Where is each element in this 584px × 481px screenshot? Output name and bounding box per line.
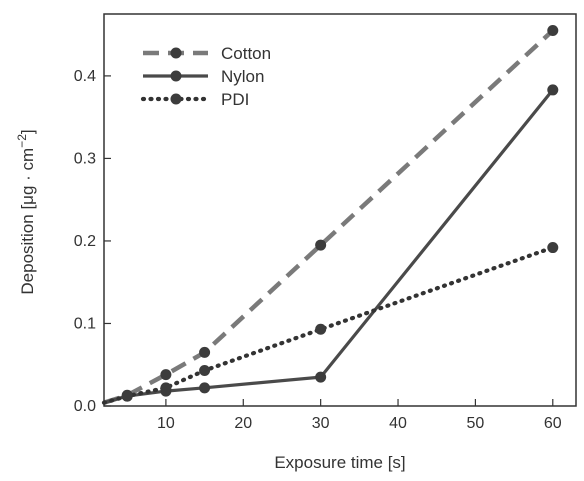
data-point-cotton — [547, 25, 559, 37]
y-axis-label-text: Deposition [μg · cm — [18, 148, 37, 295]
legend: Cotton Nylon PDI — [140, 44, 271, 109]
x-tick-label: 60 — [544, 415, 562, 432]
y-tick-label: 0.1 — [74, 315, 96, 332]
x-tick-label: 30 — [312, 415, 330, 432]
data-point-cotton — [315, 239, 327, 251]
axis-ticks: 10 20 30 40 50 60 0.0 0.1 0.2 0.3 0.4 — [74, 68, 562, 432]
plot-frame — [103, 13, 577, 407]
legend-label: PDI — [221, 90, 249, 109]
data-point-pdi — [121, 390, 133, 402]
legend-label: Cotton — [221, 44, 271, 63]
x-axis-label: Exposure time [s] — [274, 453, 405, 472]
x-tick-label: 10 — [157, 415, 175, 432]
legend-entry-nylon: Nylon — [143, 67, 264, 86]
series-line-pdi — [101, 245, 555, 405]
y-tick-label: 0.0 — [74, 398, 96, 415]
data-point-pdi — [547, 242, 559, 254]
y-tick-label: 0.4 — [74, 68, 96, 85]
legend-marker — [170, 70, 182, 82]
series-line-nylon — [103, 88, 555, 405]
data-point-cotton — [199, 346, 211, 358]
legend-marker — [170, 47, 182, 59]
legend-entry-cotton: Cotton — [143, 44, 271, 63]
data-point-nylon — [199, 382, 211, 394]
series-nylon — [103, 84, 559, 405]
y-axis-label-close: ] — [18, 129, 37, 134]
legend-entry-pdi: PDI — [140, 90, 249, 109]
x-tick-label: 20 — [234, 415, 252, 432]
data-point-pdi — [199, 365, 211, 377]
data-point-cotton — [160, 369, 172, 381]
y-tick-label: 0.3 — [74, 150, 96, 167]
y-axis-label-exponent: −2 — [15, 134, 29, 148]
y-tick-label: 0.2 — [74, 233, 96, 250]
series-pdi — [101, 242, 559, 405]
series-cotton — [103, 25, 559, 405]
data-point-nylon — [315, 371, 327, 383]
legend-label: Nylon — [221, 67, 264, 86]
plot-area — [101, 25, 559, 405]
legend-marker — [170, 93, 182, 105]
x-tick-label: 40 — [389, 415, 407, 432]
data-point-pdi — [315, 323, 327, 335]
x-tick-label: 50 — [467, 415, 485, 432]
data-point-nylon — [547, 84, 559, 96]
y-axis-label: Deposition [μg · cm−2] — [15, 129, 37, 294]
data-point-pdi — [160, 382, 172, 394]
series-line-cotton — [103, 28, 555, 405]
